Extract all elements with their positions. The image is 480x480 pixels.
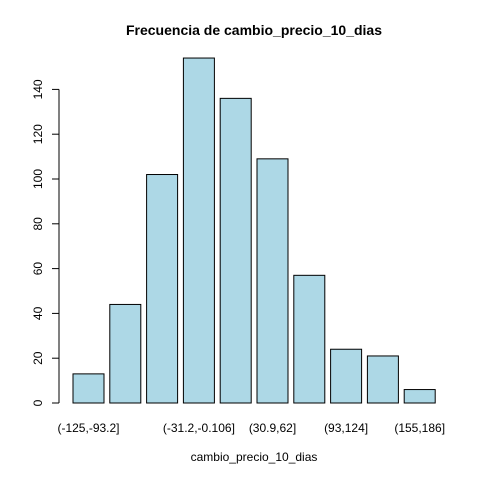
bar-7 xyxy=(293,274,326,404)
x-axis-title: cambio_precio_10_dias xyxy=(191,450,318,464)
y-tick-label: 100 xyxy=(31,169,45,189)
x-tick-label: (93,124] xyxy=(324,421,368,435)
x-tick-label: (-125,-93.2] xyxy=(57,421,119,435)
y-tick-label: 20 xyxy=(31,351,45,365)
bars-group xyxy=(72,57,436,404)
y-tick-label: 140 xyxy=(31,79,45,99)
bar-3 xyxy=(146,174,179,404)
bar-8 xyxy=(330,348,363,404)
x-axis-labels: (-125,-93.2] (-31.2,-0.106] (30.9,62] (93,1… xyxy=(57,421,445,435)
y-tick-label: 120 xyxy=(31,124,45,144)
y-tick-label: 40 xyxy=(31,306,45,320)
x-tick-label: (30.9,62] xyxy=(249,421,296,435)
bar-9 xyxy=(366,355,399,404)
bar-10 xyxy=(403,389,436,404)
bar-4 xyxy=(182,57,215,404)
y-tick-label: 80 xyxy=(31,217,45,231)
bar-2 xyxy=(109,303,142,404)
bar-5 xyxy=(219,97,252,404)
y-axis: 0 20 40 60 80 100 120 140 xyxy=(31,79,60,406)
x-tick-label: (155,186] xyxy=(394,421,445,435)
x-tick-label: (-31.2,-0.106] xyxy=(163,421,235,435)
bar-1 xyxy=(72,373,105,404)
bar-6 xyxy=(256,158,289,404)
y-tick-label: 60 xyxy=(31,262,45,276)
y-tick-label: 0 xyxy=(31,399,45,406)
chart-title: Frecuencia de cambio_precio_10_dias xyxy=(126,22,382,38)
